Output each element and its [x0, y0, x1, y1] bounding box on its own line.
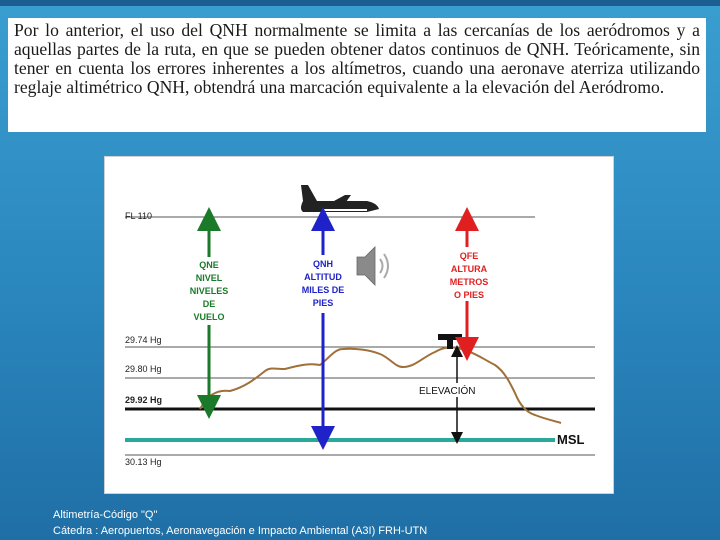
footer-topic: Altimetría-Código "Q"	[53, 509, 158, 521]
elevation-label: ELEVACIÓN	[419, 384, 476, 397]
svg-text:MILES DE: MILES DE	[302, 285, 345, 295]
svg-text:ALTURA: ALTURA	[451, 264, 488, 274]
svg-text:QFE: QFE	[460, 251, 479, 261]
qfe-label: QFE ALTURA METROS O PIES	[450, 251, 489, 300]
qnh-label: QNH ALTITUD MILES DE PIES	[302, 259, 345, 308]
svg-text:QNH: QNH	[313, 259, 333, 269]
airport-marker	[438, 334, 462, 340]
text-box: Por lo anterior, el uso del QNH normalme…	[8, 18, 706, 132]
elevation-label-bg	[417, 383, 487, 397]
qne-label: QNE NIVEL NIVELES DE VUELO	[190, 260, 229, 322]
p4-label: 30.13 Hg	[125, 457, 162, 467]
qne-label-bg	[181, 257, 239, 325]
svg-text:PIES: PIES	[313, 298, 334, 308]
p2-label: 29.80 Hg	[125, 364, 162, 374]
svg-text:VUELO: VUELO	[193, 312, 224, 322]
diagram-svg: FL 110 29.74 Hg 29.80 Hg 29.92 Hg 30.13 …	[125, 185, 595, 467]
msl-label: MSL	[557, 432, 585, 447]
airport-marker-post	[447, 340, 453, 349]
airplane-icon	[301, 185, 379, 212]
svg-text:NIVELES: NIVELES	[190, 286, 229, 296]
qnh-label-bg	[295, 255, 353, 313]
altimetry-diagram: FL 110 29.74 Hg 29.80 Hg 29.92 Hg 30.13 …	[104, 156, 614, 494]
p3-label: 29.92 Hg	[125, 395, 162, 405]
footer-course: Cátedra : Aeropuertos, Aeronavegación e …	[53, 525, 428, 537]
speaker-icon[interactable]	[356, 246, 389, 286]
svg-text:METROS: METROS	[450, 277, 489, 287]
svg-text:QNE: QNE	[199, 260, 219, 270]
svg-text:DE: DE	[203, 299, 216, 309]
qfe-label-bg	[441, 247, 497, 301]
terrain-profile	[199, 346, 562, 424]
fl-label: FL 110	[125, 211, 152, 221]
svg-text:O PIES: O PIES	[454, 290, 484, 300]
svg-text:ALTITUD: ALTITUD	[304, 272, 342, 282]
slide-paragraph: Por lo anterior, el uso del QNH normalme…	[14, 20, 700, 97]
svg-text:NIVEL: NIVEL	[196, 273, 223, 283]
top-stripe	[0, 0, 720, 6]
p1-label: 29.74 Hg	[125, 335, 162, 345]
